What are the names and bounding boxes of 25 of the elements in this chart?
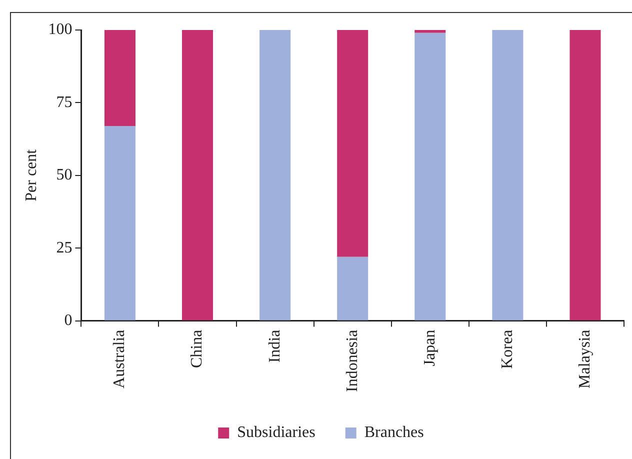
x-tick-label: Australia: [111, 330, 128, 388]
bar: [104, 126, 136, 320]
x-tick-label: Indonesia: [344, 330, 361, 392]
bar: [414, 30, 446, 33]
y-tick-label: 75: [56, 94, 72, 111]
legend-label: Branches: [364, 424, 424, 442]
bar: [570, 30, 601, 320]
bar: [414, 32, 446, 320]
y-tick-label: 25: [56, 239, 72, 256]
x-tick-label: Japan: [421, 330, 438, 366]
x-tick-label: Korea: [498, 330, 516, 369]
bar: [104, 30, 136, 126]
y-tick-label: 100: [48, 21, 72, 38]
bar: [337, 256, 368, 320]
y-tick-label: 0: [64, 312, 72, 329]
y-tick-label: 50: [56, 166, 72, 184]
x-tick-label: China: [188, 330, 206, 368]
y-axis-title: Per cent: [22, 148, 40, 202]
legend-label: Subsidiaries: [237, 424, 316, 442]
x-tick-label: India: [266, 330, 284, 363]
bar: [492, 30, 524, 320]
bar: [337, 30, 368, 257]
x-tick-label: Malaysia: [576, 330, 594, 388]
bar: [260, 30, 291, 320]
bar: [182, 30, 214, 320]
